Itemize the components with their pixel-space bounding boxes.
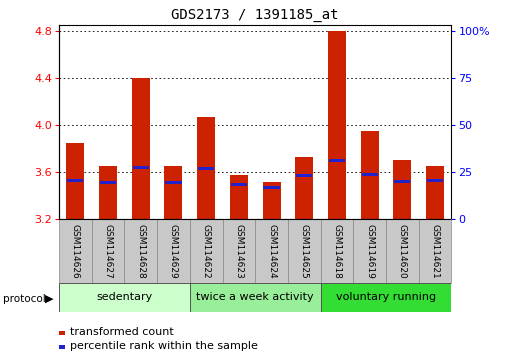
Bar [321,283,451,312]
Bar [165,166,183,219]
Title: GDS2173 / 1391185_at: GDS2173 / 1391185_at [171,8,339,22]
Text: GSM114629: GSM114629 [169,224,178,279]
Bar [394,180,410,183]
Text: GSM114628: GSM114628 [136,224,145,279]
Bar [165,182,182,184]
Text: GSM114624: GSM114624 [267,224,276,279]
Text: GSM114621: GSM114621 [430,224,440,279]
Bar [427,179,443,182]
Text: GSM114620: GSM114620 [398,224,407,279]
Bar [230,175,248,219]
Bar [59,283,190,312]
Bar [223,219,255,283]
Bar [132,78,150,219]
Bar [67,179,84,182]
Text: transformed count: transformed count [70,327,174,337]
Bar [231,183,247,185]
Bar [198,167,214,170]
Text: protocol: protocol [3,294,45,304]
Bar [190,283,321,312]
Bar [329,159,345,162]
Bar [124,219,157,283]
Bar [66,143,84,219]
Text: GSM114622: GSM114622 [202,224,211,279]
Bar [264,186,280,189]
Bar [393,160,411,219]
Bar [263,182,281,219]
Bar [296,175,312,177]
Text: GSM114618: GSM114618 [332,224,342,279]
Bar [157,219,190,283]
Text: ▶: ▶ [45,294,54,304]
Bar [99,166,117,219]
Text: percentile rank within the sample: percentile rank within the sample [70,341,258,351]
Text: GSM114626: GSM114626 [71,224,80,279]
Bar [255,219,288,283]
Text: GSM114625: GSM114625 [300,224,309,279]
Text: GSM114623: GSM114623 [234,224,243,279]
Bar [353,219,386,283]
Text: GSM114619: GSM114619 [365,224,374,279]
Text: sedentary: sedentary [96,292,152,302]
Bar [197,117,215,219]
Bar [190,219,223,283]
Bar [419,219,451,283]
Text: twice a week activity: twice a week activity [196,292,314,302]
Bar [426,166,444,219]
Bar [386,219,419,283]
Bar [295,157,313,219]
Bar [362,173,378,176]
Text: voluntary running: voluntary running [336,292,436,302]
Bar [59,219,92,283]
Bar [321,219,353,283]
Text: GSM114627: GSM114627 [104,224,112,279]
Bar [328,31,346,219]
Bar [133,166,149,169]
Bar [100,182,116,184]
Bar [361,131,379,219]
Bar [92,219,125,283]
Bar [288,219,321,283]
